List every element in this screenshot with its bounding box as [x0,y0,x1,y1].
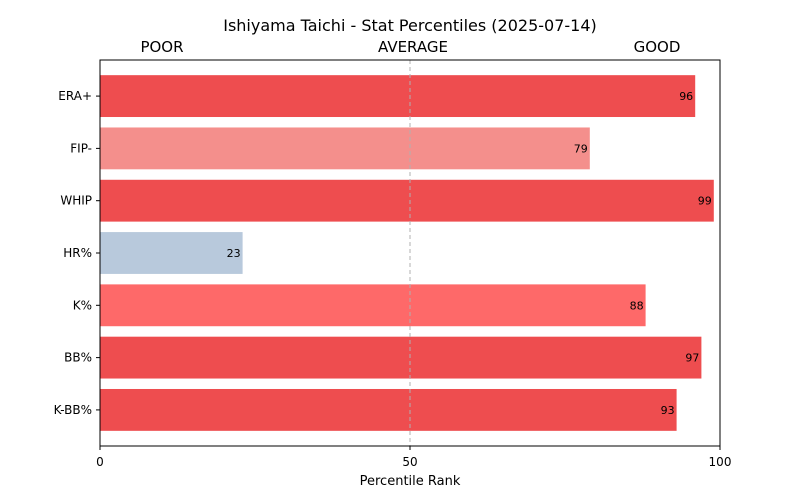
chart-title: Ishiyama Taichi - Stat Percentiles (2025… [223,16,597,35]
bar-value-label-bb: 97 [685,352,699,365]
bar-k [100,284,646,327]
bar-era [100,75,696,118]
bar-fip [100,127,590,170]
bar-value-label-hr: 23 [227,247,241,260]
bar-value-label-whip: 99 [698,195,712,208]
bar-hr [100,232,243,274]
bar-value-label-era: 96 [679,90,693,103]
zone-label-average: AVERAGE [378,38,448,56]
x-tick-label-0: 0 [96,455,104,469]
bar-bb [100,336,702,379]
plot-area: 96 ERA+ 79 FIP- 99 WHIP 23 HR% 88 K% 97 BB% 93 K-BB% [54,59,721,450]
x-axis-label: Percentile Rank [360,474,461,489]
bar-whip [100,179,714,222]
x-tick-label-100: 100 [709,455,732,469]
y-tick-label-k: K% [73,298,92,312]
y-tick-label-fip: FIP- [70,141,92,155]
y-tick-label-whip: WHIP [60,194,92,208]
y-tick-label-bb: BB% [64,351,92,365]
y-tick-label-k-bb: K-BB% [54,403,92,417]
bar-value-label-k-bb: 93 [661,404,675,417]
zone-label-poor: POOR [140,38,183,56]
bar-value-label-fip: 79 [574,142,588,155]
bar-k-bb [100,388,677,431]
y-tick-label-hr: HR% [63,246,92,260]
zone-label-good: GOOD [634,38,681,56]
x-tick-label-50: 50 [402,455,417,469]
bar-value-label-k: 88 [630,299,644,312]
y-tick-label-era: ERA+ [58,89,92,103]
